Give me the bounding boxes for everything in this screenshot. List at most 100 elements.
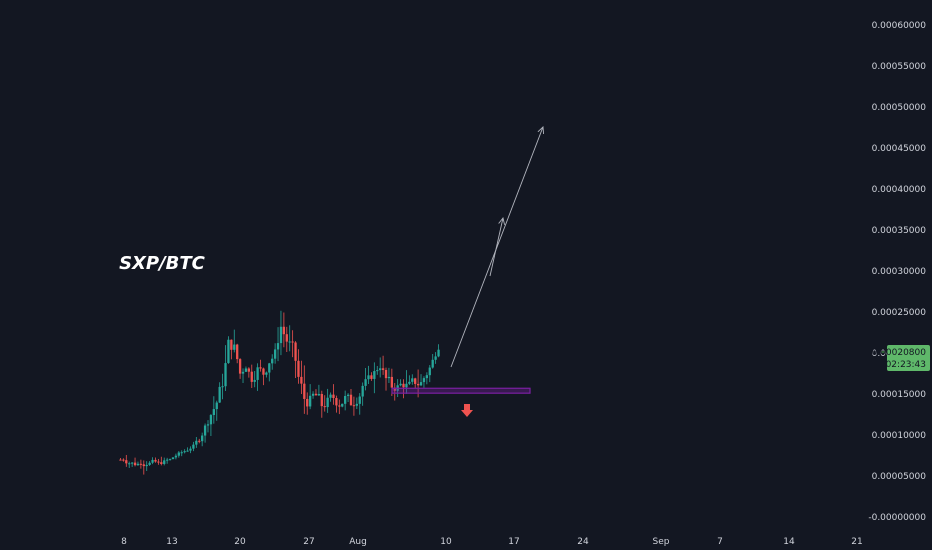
candle-body xyxy=(259,367,262,369)
last-price-value: 0.00020800 xyxy=(872,348,927,358)
candle-body xyxy=(157,461,160,463)
candle-body xyxy=(183,451,186,453)
y-tick-label: 0.00030000 xyxy=(872,267,927,277)
candle-body xyxy=(288,341,291,343)
candle-body xyxy=(215,402,218,410)
candle-body xyxy=(171,457,175,460)
candle-body xyxy=(393,387,396,391)
x-tick-label: 7 xyxy=(717,537,723,547)
candle-body xyxy=(148,462,151,465)
projection-arrow[interactable] xyxy=(489,217,504,277)
x-tick-label: 10 xyxy=(440,537,452,547)
candle-body xyxy=(139,463,143,465)
x-tick-label: 14 xyxy=(783,537,795,547)
candle-body xyxy=(247,368,251,372)
candle-body xyxy=(195,440,198,445)
x-tick-label: 27 xyxy=(303,537,314,547)
candle-body xyxy=(329,394,332,398)
candle-body xyxy=(238,359,242,374)
candle-body xyxy=(411,378,414,382)
candle-body xyxy=(224,363,227,387)
candle-body xyxy=(119,459,122,461)
candle-body xyxy=(437,349,440,357)
candle-body xyxy=(142,464,145,467)
candle-body xyxy=(431,359,434,368)
x-tick-label: 21 xyxy=(851,537,862,547)
candle-body xyxy=(434,356,437,360)
candle-body xyxy=(125,460,128,464)
candle-body xyxy=(282,326,286,335)
candle-body xyxy=(311,393,315,396)
candle-body xyxy=(279,326,283,344)
candle-body xyxy=(381,368,385,370)
candle-body xyxy=(271,358,274,364)
candles-layer xyxy=(119,310,440,475)
candle-body xyxy=(306,398,309,407)
candle-body xyxy=(192,444,195,449)
candle-body xyxy=(414,378,417,384)
candle-body xyxy=(203,425,207,436)
candle-body xyxy=(136,463,140,466)
candle-body xyxy=(344,395,347,404)
candle-body xyxy=(285,334,288,342)
candle-body xyxy=(168,459,172,461)
arrow-head-icon xyxy=(498,216,506,225)
support-zone-layer xyxy=(391,387,531,417)
candle-body xyxy=(352,405,356,407)
candle-body xyxy=(165,459,169,461)
candle-body xyxy=(206,424,210,426)
candle-body xyxy=(402,383,405,388)
candle-body xyxy=(419,382,423,386)
down-arrow-icon xyxy=(461,404,473,417)
candle-body xyxy=(297,360,300,377)
candle-body xyxy=(177,452,180,456)
candle-body xyxy=(163,460,166,464)
support-zone[interactable] xyxy=(391,387,531,394)
y-tick-label: 0.00010000 xyxy=(872,431,927,441)
candle-body xyxy=(189,448,192,451)
candle-body xyxy=(317,393,321,396)
y-tick-label: 0.00035000 xyxy=(872,226,927,236)
candle-body xyxy=(230,339,233,350)
last-price-label: 0.00020800 02:23:43 xyxy=(872,345,930,371)
x-axis: 8 13 20 27 Aug 10 17 24 Sep 7 14 21 xyxy=(121,537,863,547)
candle-body xyxy=(145,464,148,467)
candle-body xyxy=(186,450,189,452)
candle-body xyxy=(276,343,280,350)
candle-body xyxy=(174,455,178,458)
y-tick-label: 0.00050000 xyxy=(872,103,927,113)
candle-body xyxy=(201,435,204,442)
y-tick-label: 0.00055000 xyxy=(872,62,927,72)
x-tick-label: 20 xyxy=(234,537,246,547)
candle-body xyxy=(358,396,361,404)
y-tick-label: 0.00025000 xyxy=(872,308,927,318)
projection-arrow[interactable] xyxy=(450,126,544,368)
candle-body xyxy=(405,383,408,388)
candle-body xyxy=(294,342,297,361)
candle-body xyxy=(387,376,391,379)
candle-body xyxy=(346,394,350,396)
candle-body xyxy=(253,379,256,382)
countdown-value: 02:23:43 xyxy=(886,360,926,370)
candle-body xyxy=(227,339,230,364)
candle-body xyxy=(416,383,420,386)
x-tick-label: 13 xyxy=(166,537,177,547)
candle-body xyxy=(130,462,134,464)
candle-body xyxy=(326,397,329,408)
candle-body xyxy=(236,344,239,360)
candle-body xyxy=(335,398,338,406)
candle-body xyxy=(422,378,426,383)
candle-body xyxy=(291,341,294,343)
candle-body xyxy=(349,394,353,406)
candle-body xyxy=(399,383,402,386)
candle-body xyxy=(221,386,224,388)
candle-body xyxy=(373,371,376,379)
candle-body xyxy=(244,368,248,372)
candle-body xyxy=(332,394,335,399)
candle-body xyxy=(323,406,326,408)
y-tick-label: -0.00000000 xyxy=(868,513,926,523)
candle-body xyxy=(268,363,271,373)
candle-body xyxy=(151,459,154,463)
